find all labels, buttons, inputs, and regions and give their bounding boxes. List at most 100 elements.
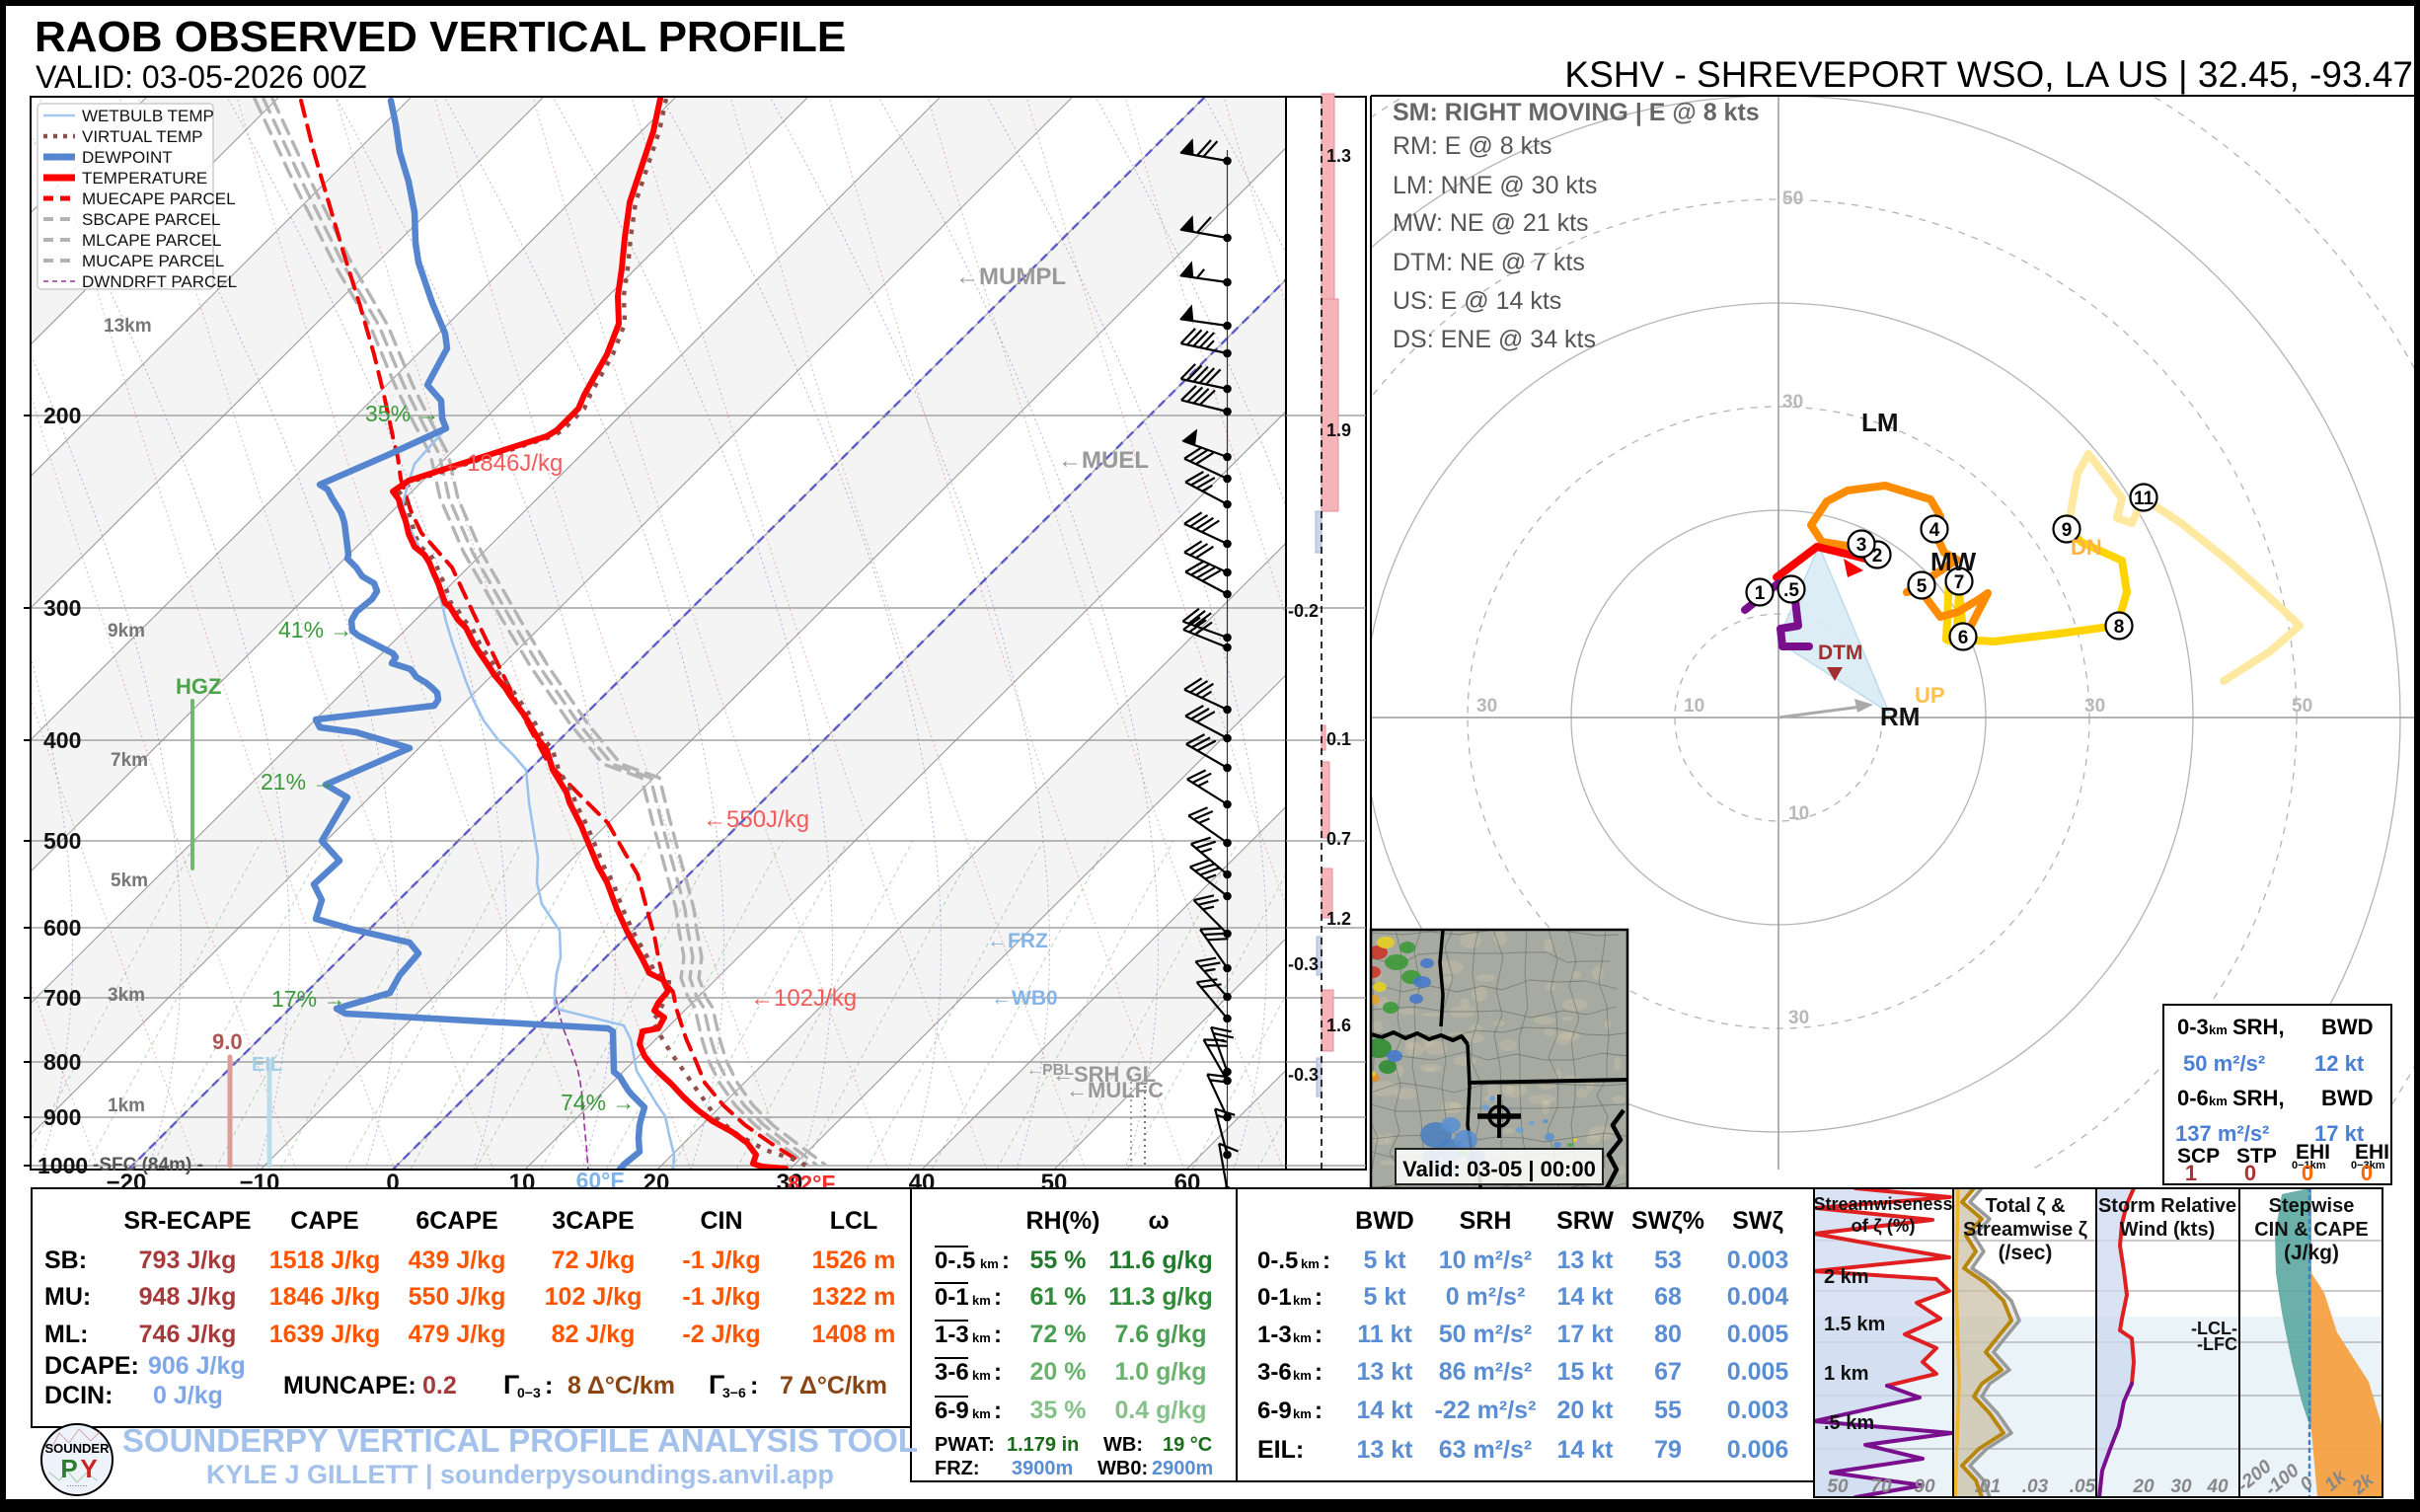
svg-text:0: 0: [2361, 1161, 2373, 1185]
svg-text:←550J/kg: ←550J/kg: [703, 806, 809, 833]
svg-text:Total ζ &: Total ζ &: [1985, 1195, 2065, 1217]
svg-text:12 kt: 12 kt: [2314, 1051, 2365, 1076]
svg-text:LCL: LCL: [830, 1207, 878, 1235]
svg-text:30: 30: [1788, 1008, 1809, 1028]
svg-text:82 J/kg: 82 J/kg: [552, 1321, 636, 1348]
svg-text:13 kt: 13 kt: [1357, 1436, 1414, 1464]
svg-text:←WB0: ←WB0: [991, 987, 1058, 1010]
svg-text:6: 6: [1958, 628, 1969, 648]
svg-text:30: 30: [2084, 696, 2105, 717]
svg-text:906 J/kg: 906 J/kg: [148, 1352, 246, 1380]
svg-text:6-9: 6-9: [935, 1398, 969, 1424]
svg-text::: :: [750, 1372, 758, 1399]
svg-text:←MULFC: ←MULFC: [1066, 1078, 1164, 1102]
svg-text:-1 J/kg: -1 J/kg: [682, 1283, 760, 1311]
svg-text:3-6: 3-6: [935, 1359, 969, 1386]
svg-text:MLCAPE PARCEL: MLCAPE PARCEL: [82, 231, 221, 250]
svg-text:-LCL-: -LCL-: [2191, 1319, 2237, 1338]
svg-text:RAOB OBSERVED VERTICAL PROFILE: RAOB OBSERVED VERTICAL PROFILE: [35, 13, 846, 61]
svg-text:SOUNDER: SOUNDER: [44, 1441, 110, 1456]
svg-text:DN: DN: [2071, 535, 2102, 560]
svg-text:km: km: [1293, 1330, 1312, 1345]
svg-text:FRZ:: FRZ:: [935, 1458, 980, 1479]
svg-text:7km: 7km: [111, 750, 148, 771]
svg-text:3900m: 3900m: [1012, 1458, 1073, 1479]
svg-text:km: km: [972, 1330, 991, 1345]
svg-text:CIN & CAPE: CIN & CAPE: [2254, 1219, 2369, 1241]
svg-text:0.1: 0.1: [1326, 729, 1351, 749]
svg-text:0-6: 0-6: [2177, 1086, 2209, 1110]
svg-text:←MUMPL: ←MUMPL: [955, 264, 1066, 290]
svg-text:35 %: 35 %: [1030, 1397, 1087, 1424]
svg-text:948 J/kg: 948 J/kg: [139, 1283, 237, 1311]
svg-text:86 m²/s²: 86 m²/s²: [1439, 1358, 1532, 1386]
svg-text:800: 800: [43, 1049, 81, 1075]
svg-text:50 m²/s²: 50 m²/s²: [2183, 1051, 2265, 1076]
svg-text:1000: 1000: [38, 1153, 88, 1178]
svg-text:30: 30: [1476, 696, 1497, 717]
svg-text:RM: E @ 8 kts: RM: E @ 8 kts: [1393, 132, 1552, 160]
svg-text:2 km: 2 km: [1824, 1266, 1869, 1288]
svg-text:WB0:: WB0:: [1097, 1458, 1148, 1479]
svg-text:79: 79: [1654, 1436, 1682, 1464]
svg-text:72 %: 72 %: [1030, 1321, 1087, 1348]
svg-text:35% →: 35% →: [365, 401, 439, 426]
svg-text:0.7: 0.7: [1326, 829, 1351, 849]
svg-text:ML:: ML:: [44, 1321, 88, 1348]
svg-text:EHI: EHI: [2355, 1141, 2389, 1164]
svg-text:km: km: [1301, 1256, 1320, 1271]
svg-text:VIRTUAL TEMP: VIRTUAL TEMP: [82, 127, 203, 146]
svg-text:Γ: Γ: [709, 1370, 724, 1399]
svg-text:km: km: [1293, 1293, 1312, 1308]
svg-text:20 kt: 20 kt: [1557, 1397, 1615, 1424]
svg-text:9.0: 9.0: [212, 1029, 243, 1054]
svg-text:Γ: Γ: [503, 1370, 519, 1399]
svg-text:11: 11: [2134, 489, 2155, 509]
svg-text:EHI: EHI: [2296, 1141, 2330, 1164]
svg-text:13km: 13km: [104, 316, 152, 337]
svg-text:.01: .01: [1975, 1476, 2001, 1497]
svg-text:km: km: [2209, 1022, 2228, 1037]
svg-text:WETBULB TEMP: WETBULB TEMP: [82, 107, 214, 125]
svg-text:3-6: 3-6: [1257, 1359, 1292, 1386]
svg-text:PWAT:: PWAT:: [935, 1434, 995, 1456]
svg-text:72 J/kg: 72 J/kg: [552, 1247, 636, 1274]
svg-text:0 J/kg: 0 J/kg: [153, 1382, 223, 1409]
svg-text::: :: [545, 1372, 553, 1399]
svg-text:50: 50: [1827, 1476, 1849, 1497]
svg-text:11.6 g/kg: 11.6 g/kg: [1108, 1247, 1213, 1274]
svg-text:←102J/kg: ←102J/kg: [750, 985, 857, 1012]
svg-text:0-.5: 0-.5: [935, 1247, 975, 1274]
svg-text::: :: [994, 1359, 1002, 1386]
svg-text:1518 J/kg: 1518 J/kg: [269, 1247, 381, 1274]
svg-text:0.004: 0.004: [1727, 1283, 1789, 1311]
svg-text:SM: RIGHT MOVING | E @ 8 kts: SM: RIGHT MOVING | E @ 8 kts: [1393, 99, 1760, 126]
svg-text:10: 10: [1684, 696, 1704, 717]
svg-text:-0.3: -0.3: [1288, 954, 1319, 974]
svg-text:700: 700: [43, 985, 81, 1011]
svg-text:1.5 km: 1.5 km: [1824, 1314, 1885, 1335]
svg-text:41% →: 41% →: [278, 617, 352, 643]
svg-text:600: 600: [43, 915, 81, 941]
svg-text:14 kt: 14 kt: [1357, 1397, 1414, 1424]
svg-text:61 %: 61 %: [1030, 1283, 1087, 1311]
svg-text:0−3: 0−3: [517, 1385, 541, 1400]
svg-text:67: 67: [1654, 1358, 1682, 1386]
svg-text:14 kt: 14 kt: [1557, 1283, 1615, 1311]
svg-text:MW: MW: [1930, 547, 1977, 576]
svg-text:-2 J/kg: -2 J/kg: [682, 1321, 760, 1348]
svg-text:7: 7: [1954, 572, 1965, 593]
svg-text:1.9: 1.9: [1326, 420, 1351, 440]
svg-text:3−6: 3−6: [722, 1385, 746, 1400]
svg-text:Valid: 03-05 | 00:00: Valid: 03-05 | 00:00: [1402, 1157, 1596, 1181]
svg-text:2900m: 2900m: [1152, 1458, 1213, 1479]
svg-text:5: 5: [1917, 576, 1928, 597]
svg-text:km: km: [972, 1406, 991, 1421]
svg-text:RM: RM: [1880, 702, 1920, 731]
svg-text:BWD: BWD: [2321, 1086, 2374, 1110]
svg-text:1408 m: 1408 m: [812, 1321, 896, 1348]
svg-text:←PBL: ←PBL: [1026, 1062, 1074, 1079]
svg-text:0.005: 0.005: [1727, 1358, 1789, 1386]
svg-text:17 kt: 17 kt: [1557, 1321, 1615, 1348]
svg-text:137 m²/s²: 137 m²/s²: [2175, 1121, 2269, 1146]
